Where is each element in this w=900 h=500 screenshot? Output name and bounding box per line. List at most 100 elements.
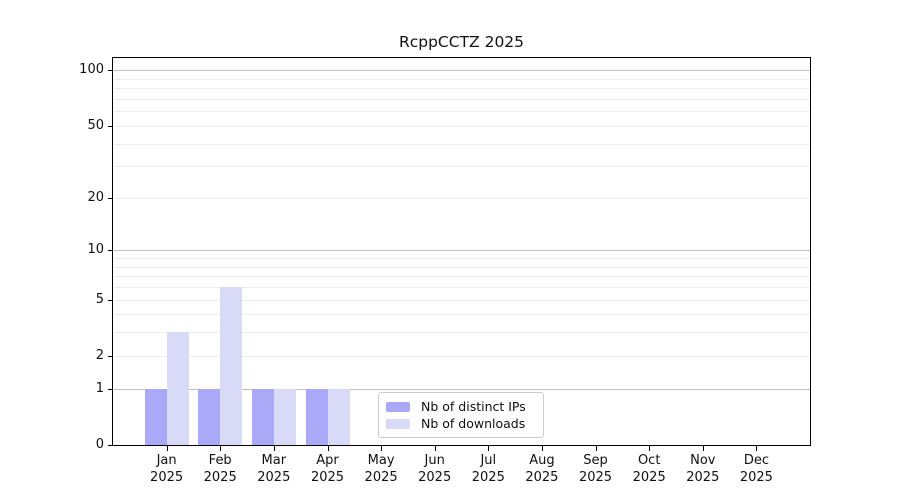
x-tick-month: Jun <box>424 453 445 468</box>
legend-entry-distinct-ips: Nb of distinct IPs <box>386 398 535 415</box>
legend-entry-downloads: Nb of downloads <box>386 415 535 432</box>
x-tick-mark <box>273 446 275 451</box>
y-gridline-minor <box>113 88 810 90</box>
y-tick-label: 1 <box>95 380 104 396</box>
y-tick-mark <box>108 388 113 390</box>
bar-distinct-ips-jan <box>144 388 167 445</box>
y-gridline-minor <box>113 197 810 199</box>
legend: Nb of distinct IPs Nb of downloads <box>378 392 544 438</box>
x-tick-label-jan: Jan 2025 <box>135 453 199 486</box>
x-tick-year: 2025 <box>525 469 559 485</box>
y-gridline-minor <box>113 332 810 334</box>
y-tick-mark <box>108 125 113 127</box>
x-tick-mark <box>488 446 490 451</box>
y-gridline-minor <box>113 111 810 113</box>
x-tick-year: 2025 <box>632 469 666 485</box>
x-tick-month: Aug <box>529 453 555 468</box>
x-tick-month: Apr <box>316 453 339 468</box>
chart-title: RcppCCTZ 2025 <box>398 33 525 51</box>
x-tick-mark <box>381 446 383 451</box>
x-tick-year: 2025 <box>203 469 237 485</box>
y-tick-mark <box>108 299 113 301</box>
bar-downloads-mar <box>273 388 296 445</box>
x-tick-mark <box>220 446 222 451</box>
bar-downloads-apr <box>327 388 350 445</box>
y-tick-label: 2 <box>95 347 104 363</box>
legend-label-distinct-ips: Nb of distinct IPs <box>421 399 526 414</box>
y-gridline-minor <box>113 314 810 316</box>
x-tick-mark <box>327 446 329 451</box>
x-tick-month: Dec <box>743 453 769 468</box>
x-tick-month: Sep <box>583 453 608 468</box>
x-tick-year: 2025 <box>257 469 291 485</box>
y-gridline-minor <box>113 299 810 301</box>
y-tick-label: 20 <box>87 189 104 205</box>
x-tick-mark <box>595 446 597 451</box>
legend-swatch-distinct-ips <box>386 401 410 412</box>
y-tick-label: 100 <box>79 62 104 78</box>
y-gridline-minor <box>113 276 810 278</box>
bar-distinct-ips-feb <box>198 388 221 445</box>
x-tick-year: 2025 <box>150 469 184 485</box>
x-tick-label-jul: Jul 2025 <box>456 453 520 486</box>
legend-label-downloads: Nb of downloads <box>421 416 526 431</box>
x-tick-year: 2025 <box>418 469 452 485</box>
bar-downloads-feb <box>220 287 243 445</box>
x-tick-month: Jan <box>156 453 177 468</box>
y-tick-label: 50 <box>87 117 104 133</box>
y-tick-mark <box>108 445 113 446</box>
x-tick-label-dec: Dec 2025 <box>724 453 788 486</box>
x-tick-label-apr: Apr 2025 <box>296 453 360 486</box>
x-tick-label-mar: Mar 2025 <box>242 453 306 486</box>
y-tick-mark <box>108 197 113 199</box>
y-tick-mark <box>108 355 113 357</box>
y-tick-label: 10 <box>87 242 104 258</box>
x-tick-year: 2025 <box>310 469 345 485</box>
x-tick-mark <box>702 446 704 451</box>
y-tick-label: 0 <box>95 437 104 452</box>
x-tick-label-nov: Nov 2025 <box>671 453 735 486</box>
legend-swatch-downloads <box>386 418 410 429</box>
x-tick-year: 2025 <box>578 469 613 485</box>
x-tick-label-may: May 2025 <box>349 453 413 486</box>
y-gridline-major <box>113 388 810 390</box>
y-gridline-minor <box>113 143 810 145</box>
bar-downloads-jan <box>166 332 189 445</box>
plot-area <box>112 57 811 446</box>
x-tick-month: Nov <box>690 453 716 468</box>
bar-distinct-ips-apr <box>305 388 328 445</box>
x-tick-year: 2025 <box>471 469 505 485</box>
y-tick-label: 5 <box>95 291 104 307</box>
y-gridline-minor <box>113 258 810 259</box>
x-tick-year: 2025 <box>686 469 720 485</box>
x-tick-mark <box>541 446 543 451</box>
y-tick-mark <box>108 70 113 72</box>
x-tick-label-feb: Feb 2025 <box>188 453 252 486</box>
x-tick-month: Feb <box>208 453 232 468</box>
x-tick-mark <box>434 446 436 451</box>
y-gridline-minor <box>113 125 810 127</box>
x-tick-label-jun: Jun 2025 <box>403 453 467 486</box>
x-tick-month: Jul <box>480 453 497 468</box>
x-tick-year: 2025 <box>364 469 398 485</box>
y-gridline-minor <box>113 166 810 168</box>
x-tick-mark <box>166 446 168 451</box>
y-gridline-minor <box>113 98 810 100</box>
y-gridline-minor <box>113 78 810 80</box>
x-tick-label-oct: Oct 2025 <box>617 453 681 486</box>
x-tick-year: 2025 <box>739 469 773 485</box>
y-gridline-minor <box>113 287 810 288</box>
x-tick-mark <box>756 446 758 451</box>
bar-distinct-ips-mar <box>251 388 274 445</box>
x-tick-label-aug: Aug 2025 <box>510 453 574 486</box>
y-gridline-minor <box>113 266 810 268</box>
x-tick-month: Mar <box>261 453 287 468</box>
x-tick-mark <box>649 446 651 451</box>
x-tick-label-sep: Sep 2025 <box>564 453 628 486</box>
y-tick-mark <box>108 250 113 252</box>
x-tick-month: May <box>367 453 395 468</box>
y-gridline-minor <box>113 355 810 357</box>
y-gridline-major <box>113 70 810 72</box>
y-gridline-major <box>113 250 810 252</box>
